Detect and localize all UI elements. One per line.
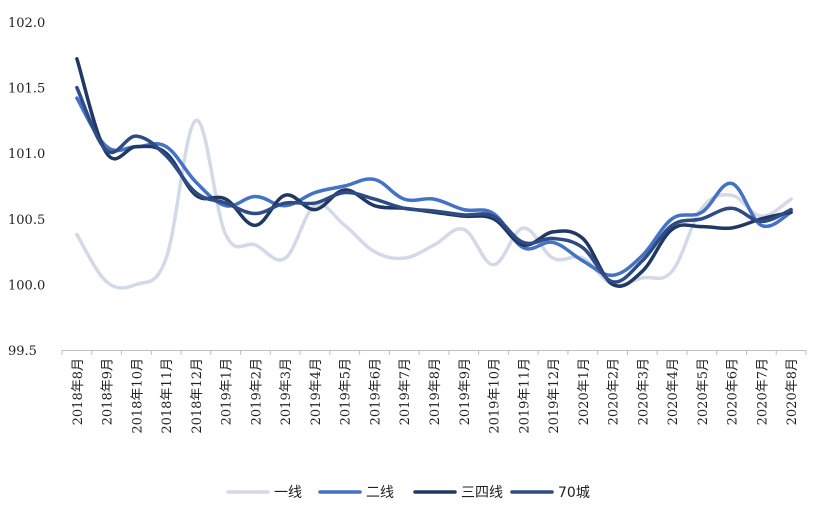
series-line-1 xyxy=(75,118,793,290)
legend: 一线 二线 三四线 70城 xyxy=(226,485,590,501)
x-tick-label: 2018年9月 xyxy=(101,358,116,425)
x-tick-label: 2019年1月 xyxy=(220,358,235,425)
x-tick-label: 2018年12月 xyxy=(190,358,205,434)
series-line-4 xyxy=(75,85,793,284)
legend-label: 一线 xyxy=(274,485,302,501)
series-line-2 xyxy=(75,96,793,277)
x-tick-label: 2020年3月 xyxy=(636,358,651,425)
x-tick-label: 2020年7月 xyxy=(755,358,770,425)
x-tick-label: 2019年8月 xyxy=(428,358,443,425)
x-tick-label: 2019年10月 xyxy=(488,358,503,434)
x-tick-label: 2018年8月 xyxy=(71,358,86,425)
y-tick-label: 101.0 xyxy=(8,147,45,162)
x-tick-label: 2019年12月 xyxy=(547,358,562,434)
x-tick-label: 2019年7月 xyxy=(398,358,413,425)
legend-label: 二线 xyxy=(366,485,394,501)
y-tick-label: 102.0 xyxy=(8,16,45,31)
y-tick-label: 100.5 xyxy=(8,213,45,228)
y-tick-label: 100.0 xyxy=(8,278,45,293)
axes: 99.5 100.0 100.5 101.0 101.5 102.0 2018年8月 2018… xyxy=(8,16,807,434)
x-tick-label: 2019年5月 xyxy=(339,358,354,425)
x-tick-label: 2020年4月 xyxy=(666,358,681,425)
x-tick-label: 2019年11月 xyxy=(517,358,532,434)
x-tick-label: 2020年2月 xyxy=(607,358,622,425)
x-tick-label: 2019年3月 xyxy=(279,358,294,425)
x-tick-label: 2018年10月 xyxy=(130,358,145,434)
x-tick-label: 2019年9月 xyxy=(458,358,473,425)
x-tick-label: 2020年8月 xyxy=(785,358,800,425)
x-tick-label: 2019年6月 xyxy=(368,358,383,425)
series-lines xyxy=(75,56,793,290)
x-tick-label: 2020年6月 xyxy=(726,358,741,425)
x-tick-label: 2019年4月 xyxy=(309,358,324,425)
legend-label: 70城 xyxy=(558,485,590,501)
x-tick-label: 2020年5月 xyxy=(696,358,711,425)
y-tick-label: 101.5 xyxy=(8,82,45,97)
x-tick-label: 2020年1月 xyxy=(577,358,592,425)
x-tick-label: 2018年11月 xyxy=(160,358,175,434)
legend-label: 三四线 xyxy=(461,485,503,501)
x-tick-label: 2019年2月 xyxy=(249,358,264,425)
y-tick-label: 99.5 xyxy=(8,344,37,359)
